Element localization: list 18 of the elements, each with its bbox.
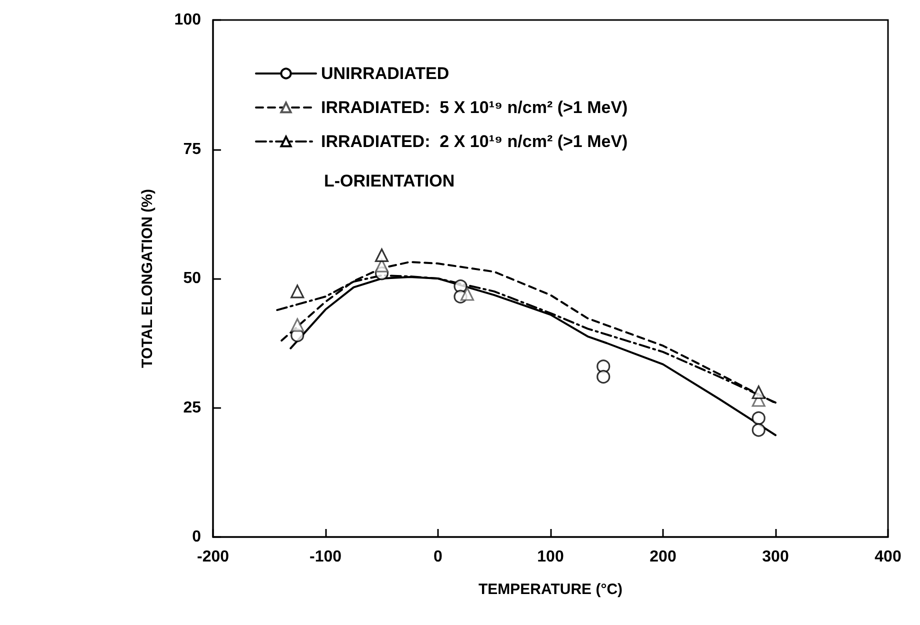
x-tick-label: 100	[537, 548, 564, 566]
x-axis-title: TEMPERATURE (°C)	[478, 581, 623, 598]
annotation: L-ORIENTATION	[324, 172, 455, 190]
legend-label: IRRADIATED: 2 X 10¹⁹ n/cm² (>1 MeV)	[321, 132, 628, 151]
x-tick-label: -200	[196, 548, 230, 566]
legend-label: UNIRRADIATED	[321, 64, 450, 83]
x-tick-label: -100	[309, 548, 342, 566]
y-axis-title: TOTAL ELONGATION (%)	[139, 189, 156, 368]
y-tick-label: 25	[183, 399, 202, 416]
y-tick-label: 100	[174, 12, 202, 28]
y-tick-label: 50	[183, 270, 202, 287]
legend-label: IRRADIATED: 5 X 10¹⁹ n/cm² (>1 MeV)	[321, 98, 628, 117]
x-tick-label: 400	[874, 548, 902, 566]
x-tick-label: 300	[762, 548, 789, 566]
x-tick-label: 200	[650, 548, 676, 566]
y-tick-label: 0	[192, 528, 202, 546]
x-tick-label: 0	[434, 548, 443, 566]
y-tick-label: 75	[183, 140, 202, 158]
